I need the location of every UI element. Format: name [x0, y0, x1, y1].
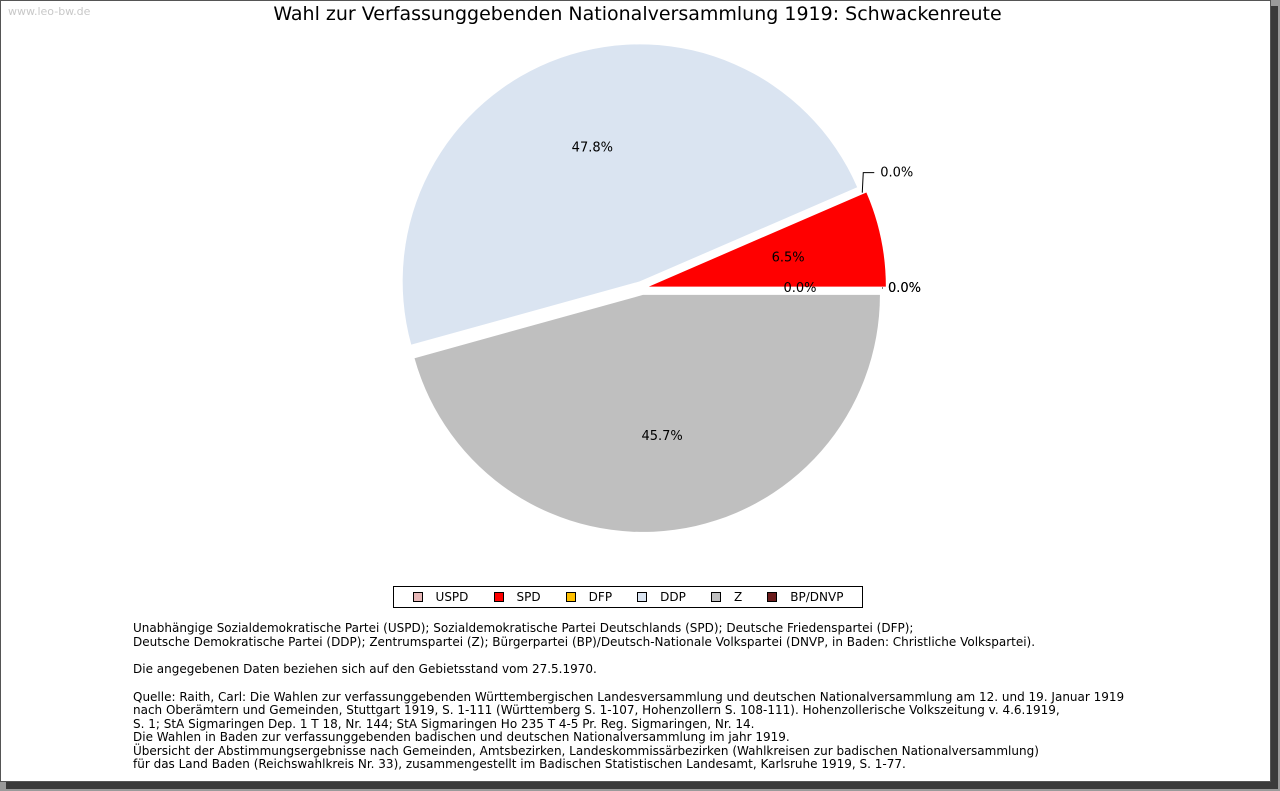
frame-shadow-right	[1271, 6, 1278, 789]
pie-slice-ddp	[402, 44, 858, 345]
legend-item-bp-dnvp: BP/DNVP	[767, 590, 843, 604]
slice-label-ddp: 47.8%	[572, 140, 613, 155]
slice-label-z: 45.7%	[641, 429, 682, 444]
pie-slice-spd	[648, 192, 886, 287]
slice-label-spd: 6.5%	[772, 251, 805, 266]
legend-label-dfp: DFP	[588, 590, 613, 604]
legend-item-spd: SPD	[493, 590, 541, 604]
notes-line-2: Deutsche Demokratische Partei (DDP); Zen…	[133, 634, 1036, 649]
notes-line-1: Unabhängige Sozialdemokratische Partei (…	[133, 621, 914, 635]
legend-item-uspd: USPD	[412, 590, 469, 604]
notes-line-6: S. 1; StA Sigmaringen Dep. 1 T 18, Nr. 1…	[133, 716, 755, 731]
notes-line-3: Die angegebenen Daten beziehen sich auf …	[133, 662, 597, 676]
slice-label-bp-dnvp: 0.0%	[888, 281, 921, 296]
legend-label-z: Z	[733, 590, 743, 604]
slice-label-uspd: 0.0%	[888, 281, 921, 296]
chart-title: Wahl zur Verfassunggebenden Nationalvers…	[273, 3, 1002, 25]
legend-label-bp-dnvp: BP/DNVP	[790, 590, 844, 604]
notes-line-9: für das Land Baden (Reichswahlkreis Nr. …	[133, 757, 906, 771]
legend-item-dfp: DFP	[565, 590, 613, 604]
legend-swatch-ddp	[637, 592, 648, 602]
frame-shadow-bottom	[6, 782, 1278, 789]
slice-label-dfp: 0.0%	[880, 166, 913, 181]
slice-label-inner: 0.0%	[783, 281, 816, 296]
legend-item-z: Z	[710, 590, 743, 604]
leader-line-dfp	[861, 172, 875, 193]
legend-swatch-spd	[493, 592, 504, 602]
notes-line-7: Die Wahlen in Baden zur verfassunggebend…	[133, 730, 790, 744]
watermark: www.leo-bw.de	[8, 5, 91, 18]
legend-swatch-z	[710, 592, 721, 602]
legend-label-uspd: USPD	[435, 590, 469, 604]
notes-line-5: nach Oberämtern und Gemeinden, Stuttgart…	[133, 703, 1060, 717]
pie-slice-z	[414, 294, 880, 532]
pie-chart: 0.0%6.5%0.0%47.8%45.7%0.0%0.0%	[402, 44, 921, 532]
legend-label-spd: SPD	[516, 590, 541, 604]
legend: USPD SPD DFP DDP Z BP/DNVP	[393, 586, 863, 608]
legend-label-ddp: DDP	[660, 590, 686, 604]
legend-item-ddp: DDP	[637, 590, 686, 604]
notes-line-4: Quelle: Raith, Carl: Die Wahlen zur verf…	[133, 689, 1125, 704]
legend-swatch-dfp	[565, 592, 576, 602]
legend-swatch-uspd	[412, 592, 423, 602]
notes-line-8: Übersicht der Abstimmungsergebnisse nach…	[133, 743, 1039, 758]
legend-swatch-bp-dnvp	[767, 592, 778, 602]
notes: Unabhängige Sozialdemokratische Partei (…	[133, 621, 1233, 772]
